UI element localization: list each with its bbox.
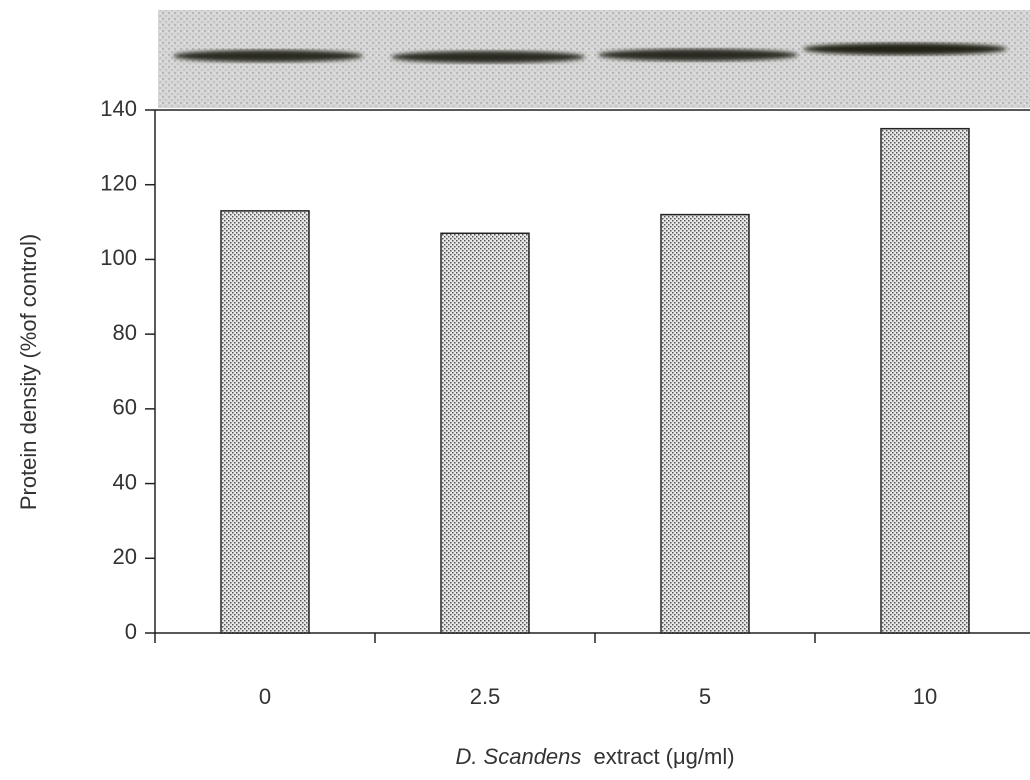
bar xyxy=(220,210,310,634)
bar xyxy=(440,232,530,634)
x-axis-label: D. Scandens extract (μg/ml) xyxy=(455,744,734,769)
x-tick-label: 2.5 xyxy=(470,684,501,709)
y-axis-label: Protein density (%of control) xyxy=(16,234,41,510)
blot-image xyxy=(158,10,1030,108)
x-tick-label: 10 xyxy=(913,684,937,709)
y-tick-label: 20 xyxy=(113,544,137,569)
x-tick-label: 5 xyxy=(699,684,711,709)
x-axis-label-rest: extract (μg/ml) xyxy=(594,744,735,769)
x-tick-label: 0 xyxy=(259,684,271,709)
y-tick-label: 40 xyxy=(113,469,137,494)
y-tick-label: 80 xyxy=(113,320,137,345)
x-axis-label-italic: D. Scandens xyxy=(455,744,581,769)
bar xyxy=(660,213,750,634)
y-tick-label: 100 xyxy=(100,245,137,270)
bar xyxy=(880,127,970,634)
y-tick-label: 0 xyxy=(125,619,137,644)
y-tick-label: 120 xyxy=(100,171,137,196)
y-tick-label: 60 xyxy=(113,395,137,420)
y-tick-label: 140 xyxy=(100,96,137,121)
